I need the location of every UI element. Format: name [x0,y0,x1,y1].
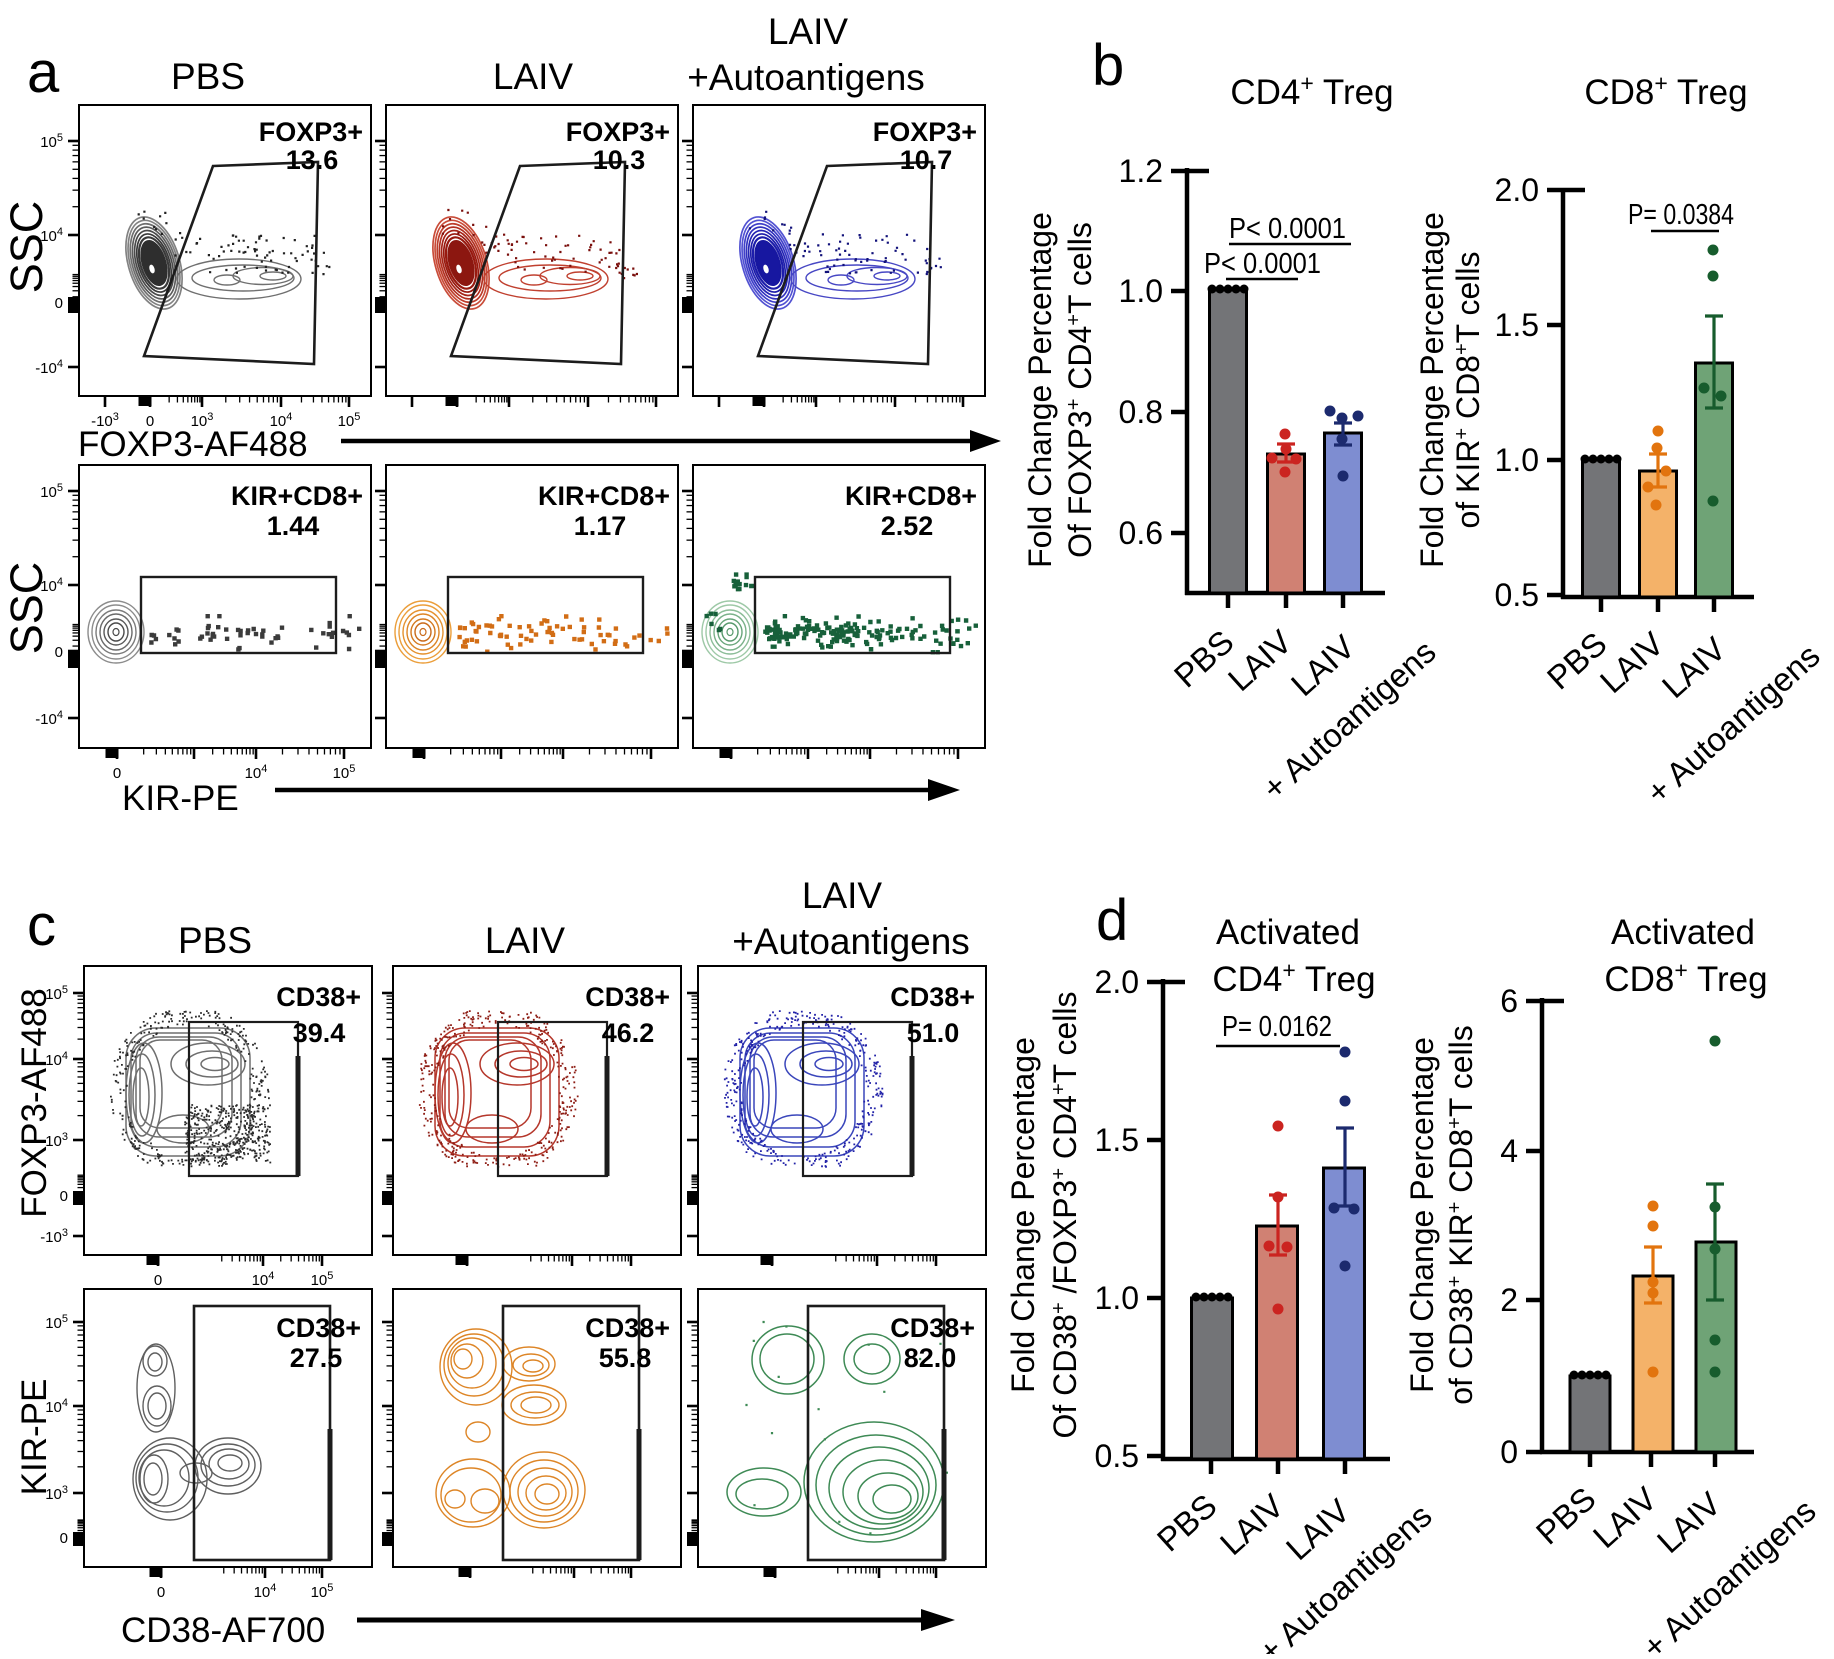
svg-text:82.0: 82.0 [904,1343,957,1373]
svg-text:13.6: 13.6 [286,145,339,175]
svg-text:4: 4 [1500,1133,1518,1169]
svg-text:0: 0 [146,413,154,430]
svg-text:1.5: 1.5 [1095,1122,1139,1158]
svg-text:P< 0.0001: P< 0.0001 [1204,248,1321,280]
svg-text:PBS: PBS [178,920,252,961]
svg-text:1.0: 1.0 [1495,442,1539,478]
svg-text:FOXP3+: FOXP3+ [873,117,977,147]
svg-text:0: 0 [60,1188,68,1205]
svg-text:a: a [27,40,60,105]
svg-text:CD38+: CD38+ [276,1313,361,1343]
svg-text:Activated: Activated [1611,913,1755,952]
svg-text:10.3: 10.3 [593,145,646,175]
svg-text:d: d [1096,888,1128,953]
svg-text:-103: -103 [91,411,119,430]
svg-text:0.6: 0.6 [1119,515,1163,551]
svg-text:10.7: 10.7 [900,145,953,175]
svg-text:P< 0.0001: P< 0.0001 [1229,213,1346,245]
svg-text:1.2: 1.2 [1119,153,1163,189]
svg-text:1.0: 1.0 [1095,1280,1139,1316]
svg-text:39.4: 39.4 [293,1018,346,1048]
svg-text:SSC: SSC [1,562,52,655]
svg-text:Fold Change Percentage: Fold Change Percentage [1022,212,1058,568]
svg-text:0: 0 [60,1530,68,1547]
svg-text:CD38-AF700: CD38-AF700 [121,1611,325,1650]
svg-text:of CD38+ KIR+ CD8+T cells: of CD38+ KIR+ CD8+T cells [1443,1025,1479,1404]
svg-text:46.2: 46.2 [602,1018,655,1048]
svg-text:1.17: 1.17 [574,511,627,541]
svg-text:55.8: 55.8 [599,1343,652,1373]
svg-text:P= 0.0162: P= 0.0162 [1222,1011,1332,1043]
svg-text:0: 0 [55,295,63,312]
svg-text:CD38+: CD38+ [585,1313,670,1343]
svg-text:0.8: 0.8 [1119,394,1163,430]
svg-text:0: 0 [154,1272,162,1289]
svg-text:P= 0.0384: P= 0.0384 [1628,199,1734,231]
svg-text:LAIV: LAIV [485,920,566,961]
svg-text:0: 0 [1500,1434,1518,1470]
svg-text:PBS: PBS [171,56,245,97]
svg-text:KIR-PE: KIR-PE [15,1379,54,1496]
svg-text:c: c [27,893,56,958]
svg-text:2: 2 [1500,1282,1518,1318]
svg-text:2.0: 2.0 [1095,964,1139,1000]
svg-text:-104: -104 [35,358,63,377]
svg-text:0: 0 [55,644,63,661]
svg-text:Activated: Activated [1216,913,1360,952]
svg-text:LAIV: LAIV [493,56,574,97]
svg-text:0: 0 [157,1584,165,1601]
svg-text:-103: -103 [40,1227,68,1246]
svg-text:CD38+: CD38+ [585,982,670,1012]
svg-text:2.0: 2.0 [1495,172,1539,208]
svg-text:1.5: 1.5 [1495,307,1539,343]
svg-text:+Autoantigens: +Autoantigens [732,921,970,962]
svg-text:LAIV: LAIV [768,11,849,52]
svg-text:FOXP3+: FOXP3+ [566,117,670,147]
svg-text:1.0: 1.0 [1119,273,1163,309]
svg-text:FOXP3-AF488: FOXP3-AF488 [78,425,308,464]
svg-text:1.44: 1.44 [267,511,320,541]
svg-text:6: 6 [1500,983,1518,1019]
svg-text:KIR-PE: KIR-PE [122,779,239,818]
svg-text:SSC: SSC [1,201,52,294]
svg-text:LAIV: LAIV [802,875,883,916]
svg-text:of KIR+ CD8+T cells: of KIR+ CD8+T cells [1450,251,1486,528]
svg-text:KIR+CD8+: KIR+CD8+ [538,481,670,511]
svg-text:CD38+: CD38+ [890,1313,975,1343]
svg-text:Fold Change Percentage: Fold Change Percentage [1414,212,1450,568]
svg-text:-104: -104 [35,709,63,728]
svg-text:+Autoantigens: +Autoantigens [687,57,925,98]
svg-text:FOXP3-AF488: FOXP3-AF488 [15,988,54,1218]
svg-text:b: b [1092,33,1124,98]
svg-text:KIR+CD8+: KIR+CD8+ [231,481,363,511]
svg-text:Of CD38+ /FOXP3+ CD4+T cells: Of CD38+ /FOXP3+ CD4+T cells [1047,991,1083,1438]
svg-text:51.0: 51.0 [907,1018,960,1048]
svg-text:0: 0 [113,765,121,782]
svg-text:0.5: 0.5 [1095,1438,1139,1474]
svg-text:Fold Change Percentage: Fold Change Percentage [1005,1037,1041,1393]
svg-text:FOXP3+: FOXP3+ [259,117,363,147]
svg-text:CD38+: CD38+ [276,982,361,1012]
svg-text:27.5: 27.5 [290,1343,343,1373]
svg-text:KIR+CD8+: KIR+CD8+ [845,481,977,511]
svg-text:0.5: 0.5 [1495,577,1539,613]
svg-text:Fold Change Percentage: Fold Change Percentage [1404,1037,1440,1393]
svg-text:Of FOXP3+ CD4+T cells: Of FOXP3+ CD4+T cells [1062,222,1098,558]
svg-text:CD38+: CD38+ [890,982,975,1012]
svg-text:2.52: 2.52 [881,511,934,541]
